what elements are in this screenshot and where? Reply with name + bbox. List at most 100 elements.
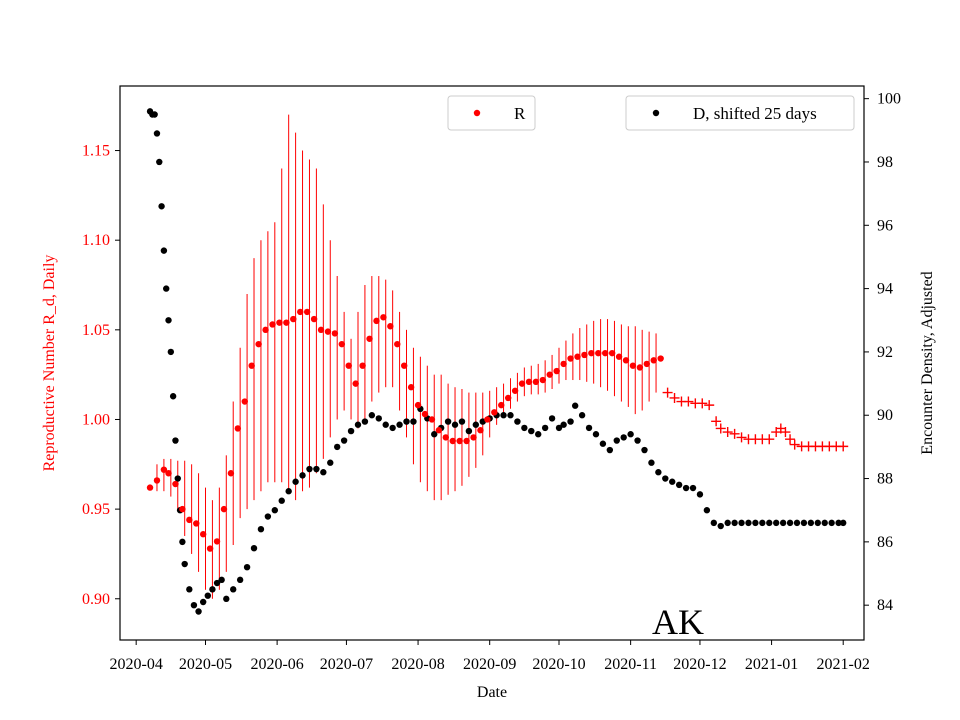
legend-r-box xyxy=(447,95,536,131)
legend-r: R xyxy=(447,95,536,131)
r-point-39 xyxy=(414,401,422,409)
d-series-layer xyxy=(146,108,847,615)
d-point-86 xyxy=(648,459,655,466)
d-point-77 xyxy=(585,424,593,432)
d-point-35 xyxy=(299,472,306,479)
y-left-tick-label-4: 1.10 xyxy=(82,232,110,249)
d-point-40 xyxy=(333,443,341,451)
d-point-23 xyxy=(218,576,225,584)
d-point-50 xyxy=(403,418,410,425)
r-forecast-point-10 xyxy=(729,428,740,439)
r-point-16 xyxy=(255,340,262,348)
legend-d: D, shifted 25 days xyxy=(625,95,855,131)
r-point-28 xyxy=(338,340,346,348)
r-point-35 xyxy=(387,323,394,330)
r-point-19 xyxy=(276,319,283,326)
d-point-71 xyxy=(548,415,556,422)
y-axis-right-label: Encounter Density, Adjusted xyxy=(919,271,936,454)
r-point-38 xyxy=(407,384,415,391)
r-forecast-point-5 xyxy=(697,398,708,409)
r-point-59 xyxy=(553,367,560,375)
legend-d-marker xyxy=(652,109,660,117)
d-point-56 xyxy=(444,418,452,425)
r-point-5 xyxy=(179,505,186,513)
r-point-72 xyxy=(643,360,651,368)
d-point-51 xyxy=(410,418,417,425)
legend-r-label: R xyxy=(514,104,526,123)
r-point-13 xyxy=(234,425,242,432)
d-point-92 xyxy=(689,484,697,492)
d-point-33 xyxy=(285,488,292,495)
d-point-19 xyxy=(199,598,207,606)
d-point-58 xyxy=(458,418,466,425)
d-point-8 xyxy=(165,317,172,324)
d-point-69 xyxy=(535,431,542,438)
r-forecast-point-9 xyxy=(722,427,733,438)
y-left-tick-label-1: 0.95 xyxy=(82,501,110,518)
r-point-67 xyxy=(608,349,616,357)
x-tick-label-0: 2020-04 xyxy=(110,656,163,673)
y-axis-right-ticks: 84 86 88 90 92 94 96 98 100 xyxy=(864,91,901,614)
r-forecast-point-0 xyxy=(662,387,673,398)
r-point-54 xyxy=(518,380,526,387)
d-point-12 xyxy=(174,475,181,482)
y-axis-left-ticks: 0.90 0.95 1.00 1.05 1.10 1.15 xyxy=(82,143,120,608)
r-point-44 xyxy=(449,437,456,445)
d-point-89 xyxy=(669,478,676,485)
r-point-1 xyxy=(153,477,161,484)
d-point-64 xyxy=(500,412,507,419)
r-point-17 xyxy=(262,326,269,334)
r-point-9 xyxy=(206,545,214,552)
r-point-58 xyxy=(546,371,553,378)
r-point-65 xyxy=(595,349,602,357)
r-forecast-point-15 xyxy=(764,434,775,445)
d-point-104 xyxy=(772,519,780,527)
r-point-2 xyxy=(160,466,168,473)
r-point-73 xyxy=(650,357,657,364)
x-axis-label: Date xyxy=(477,684,507,701)
d-point-81 xyxy=(613,437,620,444)
d-point-78 xyxy=(592,431,600,438)
r-point-68 xyxy=(615,353,623,360)
d-point-100 xyxy=(745,519,752,527)
r-point-15 xyxy=(248,362,255,369)
d-point-85 xyxy=(641,446,648,454)
r-point-14 xyxy=(241,398,248,405)
d-point-114 xyxy=(840,519,847,527)
state-label: AK xyxy=(652,602,704,642)
r-point-51 xyxy=(498,401,505,409)
d-point-65 xyxy=(507,412,514,419)
d-point-75 xyxy=(571,402,579,409)
d-point-110 xyxy=(814,519,821,527)
d-point-98 xyxy=(731,519,738,527)
r-point-32 xyxy=(366,335,373,342)
r-forecast-point-27 xyxy=(838,441,849,452)
d-point-21 xyxy=(209,586,216,593)
x-tick-label-5: 2020-09 xyxy=(463,656,516,673)
y-right-tick-label-4: 92 xyxy=(877,344,893,361)
r-point-34 xyxy=(380,314,387,321)
d-point-113 xyxy=(835,519,842,527)
d-point-80 xyxy=(606,446,614,454)
r-forecast-point-19 xyxy=(785,434,796,445)
d-point-24 xyxy=(223,595,230,603)
d-point-31 xyxy=(271,507,279,514)
r-point-40 xyxy=(421,410,429,418)
x-tick-label-6: 2020-10 xyxy=(532,656,585,673)
d-point-102 xyxy=(759,519,766,527)
y-axis-left-label: Reproductive Number R_d, Daily xyxy=(41,255,58,472)
d-point-48 xyxy=(389,424,396,432)
y-right-tick-label-7: 98 xyxy=(877,154,893,171)
r-point-29 xyxy=(345,362,352,369)
d-point-14 xyxy=(179,538,186,546)
d-point-37 xyxy=(313,465,320,473)
d-point-30 xyxy=(264,513,272,520)
r-point-3 xyxy=(165,470,172,477)
d-point-15 xyxy=(181,560,188,568)
r-point-22 xyxy=(297,308,304,316)
x-tick-label-9: 2021-01 xyxy=(745,656,798,673)
d-point-54 xyxy=(431,431,438,438)
r-point-21 xyxy=(290,315,297,323)
r-point-24 xyxy=(310,315,318,323)
